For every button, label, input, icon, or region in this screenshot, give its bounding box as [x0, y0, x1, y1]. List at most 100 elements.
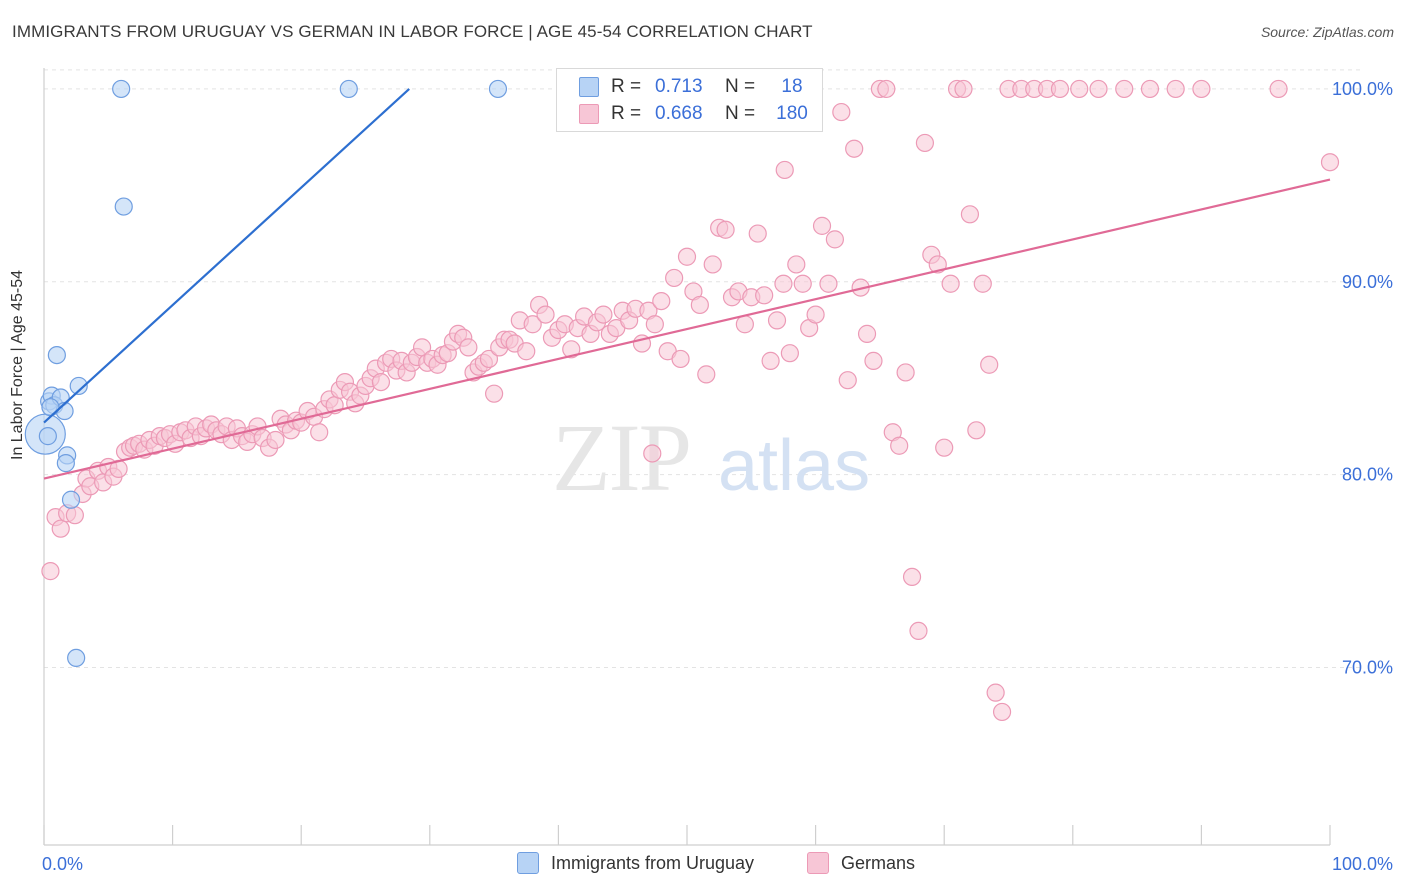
legend-n-label: N = — [725, 103, 756, 124]
trend-line-germans — [43, 178, 1331, 480]
data-point-germans — [1070, 79, 1089, 99]
data-point-germans — [915, 133, 935, 153]
data-point-uruguay — [61, 490, 81, 509]
tick-labels: 70.0% 80.0% 90.0% 100.0% 0.0% 100.0% — [42, 79, 1393, 874]
data-point-germans — [1166, 79, 1185, 99]
x-tick-label: 0.0% — [42, 854, 83, 874]
legend-row-germans: R = 0.668 N = 180 — [579, 102, 817, 126]
data-point-germans — [819, 274, 838, 293]
data-point-germans — [51, 519, 70, 538]
data-point-uruguay — [339, 79, 358, 99]
data-point-germans — [1089, 79, 1108, 99]
y-axis-label: In Labor Force | Age 45-54 — [9, 269, 26, 460]
data-point-germans — [643, 444, 662, 463]
data-point-germans — [980, 355, 999, 374]
data-point-uruguay — [69, 376, 88, 396]
bottom-legend-germans: Germans — [807, 852, 915, 874]
data-point-germans — [65, 506, 84, 525]
data-point-germans — [1269, 79, 1288, 99]
data-point-uruguay — [38, 427, 57, 446]
data-point-germans — [310, 423, 329, 442]
legend-swatch-germans — [579, 104, 599, 124]
data-point-germans — [838, 371, 857, 390]
axes — [43, 68, 1331, 846]
data-point-germans — [935, 438, 954, 457]
data-point-germans — [517, 342, 536, 361]
x-tick-label: 100.0% — [1332, 854, 1393, 874]
data-point-germans — [645, 315, 664, 334]
data-point-germans — [479, 349, 499, 369]
trend-line-uruguay — [43, 88, 410, 424]
legend-r-label: R = — [611, 76, 642, 97]
data-point-germans — [941, 274, 960, 293]
data-point-germans — [877, 79, 896, 99]
trend-lines — [43, 88, 1331, 480]
series-uruguay-points — [24, 79, 508, 668]
data-point-germans — [780, 344, 799, 363]
data-point-germans — [41, 562, 60, 581]
data-point-germans — [755, 286, 774, 305]
data-point-germans — [716, 220, 735, 239]
data-point-germans — [973, 274, 992, 293]
data-point-germans — [909, 621, 928, 641]
legend-r-value: 0.713 — [655, 76, 703, 97]
data-point-uruguay — [488, 79, 508, 99]
y-tick-label: 70.0% — [1342, 658, 1393, 678]
data-point-germans — [986, 683, 1005, 702]
data-point-germans — [890, 436, 909, 455]
data-point-germans — [536, 305, 555, 324]
data-point-germans — [954, 79, 973, 99]
data-point-germans — [960, 205, 980, 224]
data-point-germans — [371, 373, 391, 392]
data-point-germans — [902, 567, 922, 587]
bottom-legend: Immigrants from Uruguay Germans — [0, 852, 1406, 878]
data-point-germans — [896, 363, 915, 382]
data-point-germans — [775, 160, 794, 180]
data-point-germans — [864, 351, 883, 370]
y-tick-label: 100.0% — [1332, 79, 1393, 99]
watermark-zip: ZIP — [552, 404, 690, 511]
data-point-germans — [671, 349, 690, 369]
watermark-atlas: atlas — [718, 426, 870, 506]
legend-row-uruguay: R = 0.713 N = 18 — [579, 75, 817, 99]
data-point-germans — [459, 338, 478, 357]
bottom-legend-label-uruguay: Immigrants from Uruguay — [551, 852, 755, 873]
data-point-uruguay — [114, 197, 133, 216]
data-point-germans — [594, 305, 613, 324]
bottom-legend-label-germans: Germans — [841, 852, 916, 873]
legend-n-value: 18 — [781, 76, 803, 97]
data-point-germans — [562, 340, 581, 359]
data-point-germans — [1050, 79, 1070, 99]
data-point-germans — [845, 139, 864, 158]
source-label: Source: ZipAtlas.com — [1260, 24, 1394, 40]
data-point-uruguay — [41, 398, 60, 417]
y-tick-label: 80.0% — [1342, 465, 1393, 485]
data-point-germans — [690, 295, 709, 315]
data-point-germans — [832, 102, 851, 122]
legend-r-value: 0.668 — [655, 103, 703, 124]
bottom-legend-swatch-uruguay — [517, 852, 539, 874]
data-point-germans — [774, 274, 793, 293]
data-point-germans — [1320, 153, 1340, 172]
bottom-legend-swatch-germans — [807, 852, 829, 874]
data-point-uruguay — [67, 648, 86, 668]
data-point-germans — [266, 430, 285, 450]
data-point-germans — [1192, 79, 1211, 99]
legend-n-value: 180 — [776, 103, 808, 124]
series-germans-points — [41, 79, 1340, 722]
data-point-germans — [1140, 79, 1160, 99]
data-point-germans — [812, 216, 832, 235]
data-point-germans — [677, 247, 697, 266]
watermark: ZIP atlas — [552, 404, 870, 511]
data-point-germans — [485, 384, 504, 403]
data-point-germans — [1115, 79, 1134, 99]
data-point-germans — [665, 268, 684, 288]
legend-r-label: R = — [611, 103, 642, 124]
data-point-germans — [703, 255, 722, 274]
data-point-germans — [735, 315, 754, 334]
data-point-germans — [767, 311, 787, 330]
legend-n-label: N = — [725, 76, 756, 97]
data-point-germans — [967, 421, 986, 440]
bottom-legend-uruguay: Immigrants from Uruguay — [517, 852, 754, 874]
